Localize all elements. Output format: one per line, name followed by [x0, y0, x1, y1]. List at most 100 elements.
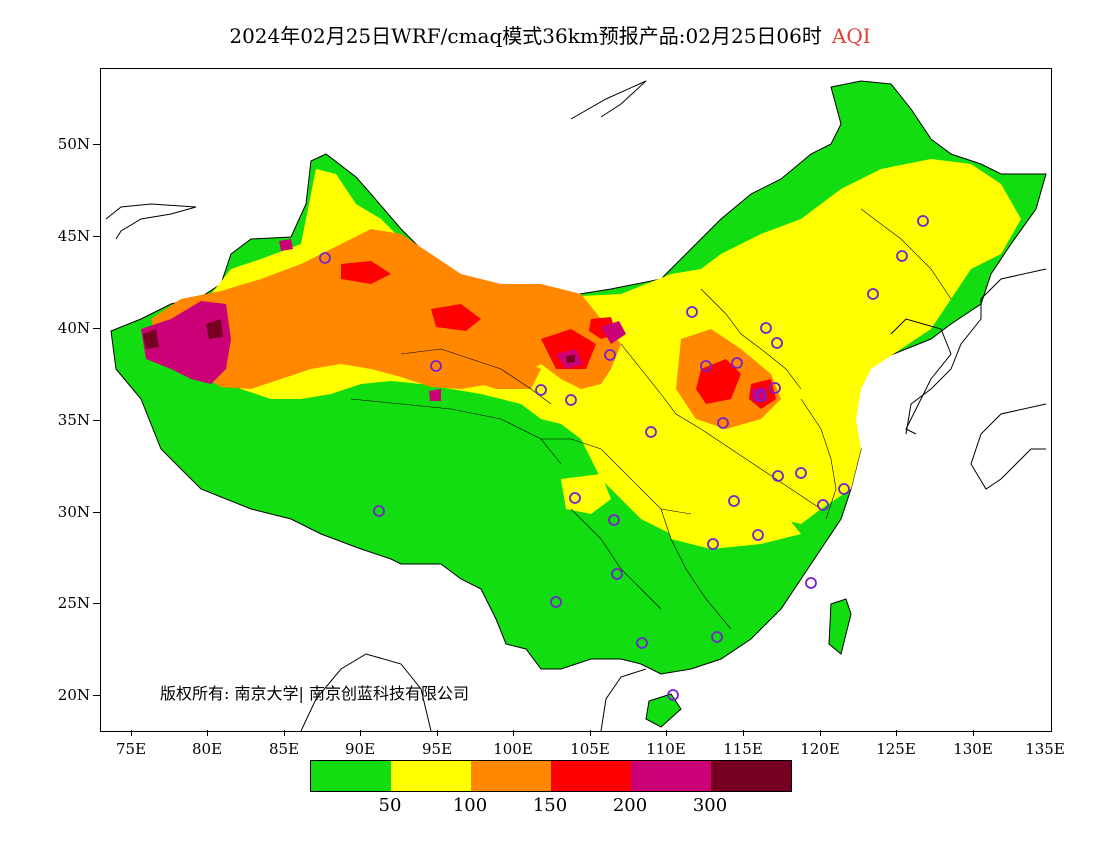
- lon-label-125e: 125E: [876, 740, 916, 758]
- lat-label-30n: 30N: [57, 503, 90, 521]
- region-very-unhealthy-urumqi: [279, 239, 293, 251]
- map-frame: [100, 68, 1052, 732]
- legend-swatch-good: [311, 761, 391, 791]
- lon-label-135e: 135E: [1025, 740, 1065, 758]
- coastline-japan: [970, 403, 1047, 490]
- legend-label-50: 50: [378, 795, 402, 816]
- legend-label-150: 150: [532, 795, 568, 816]
- region-hazardous-lz: [566, 355, 575, 363]
- lat-tick: [93, 695, 100, 696]
- aqi-map: [105, 80, 1047, 731]
- coastline-northeast: [905, 268, 1047, 435]
- station-marker: [430, 360, 442, 372]
- station-marker: [711, 631, 723, 643]
- station-marker: [550, 596, 562, 608]
- lon-tick: [437, 730, 438, 736]
- lat-label-25n: 25N: [57, 594, 90, 612]
- station-marker: [795, 467, 807, 479]
- coastline-north: [570, 80, 647, 120]
- copyright-text: 版权所有: 南京大学| 南京创蓝科技有限公司: [160, 684, 469, 703]
- title-text: 2024年02月25日WRF/cmaq模式36km预报产品:02月25日06时: [229, 24, 822, 48]
- taiwan: [828, 598, 852, 655]
- legend-label-300: 300: [692, 795, 728, 816]
- station-marker: [817, 499, 829, 511]
- station-marker: [707, 538, 719, 550]
- aqi-legend: [310, 760, 792, 792]
- lon-label-75e: 75E: [115, 740, 147, 758]
- legend-swatch-very-unhealthy: [631, 761, 711, 791]
- region-very-unhealthy-qinghai: [429, 389, 441, 401]
- station-marker: [760, 322, 772, 334]
- station-marker: [731, 357, 743, 369]
- lon-tick: [590, 730, 591, 736]
- lat-tick: [93, 236, 100, 237]
- lon-tick: [666, 730, 667, 736]
- station-markers: [319, 215, 929, 701]
- lon-label-130e: 130E: [953, 740, 993, 758]
- station-marker: [569, 492, 581, 504]
- station-marker: [867, 288, 879, 300]
- lon-tick: [284, 730, 285, 736]
- lat-label-20n: 20N: [57, 686, 90, 704]
- region-sensitive-west: [151, 229, 621, 389]
- station-marker: [717, 417, 729, 429]
- station-marker: [535, 384, 547, 396]
- legend-label-200: 200: [612, 795, 648, 816]
- lat-label-45n: 45N: [57, 227, 90, 245]
- station-marker: [636, 637, 648, 649]
- station-marker: [667, 689, 679, 701]
- station-marker: [728, 495, 740, 507]
- lon-label-80e: 80E: [191, 740, 223, 758]
- region-very-unhealthy-ym: [601, 321, 626, 344]
- station-marker: [805, 577, 817, 589]
- station-marker: [838, 483, 850, 495]
- lon-label-85e: 85E: [268, 740, 300, 758]
- lon-tick: [973, 730, 974, 736]
- lat-label-50n: 50N: [57, 135, 90, 153]
- region-hazardous-kashgar-2: [143, 329, 159, 349]
- region-very-unhealthy-kashgar: [141, 301, 231, 384]
- station-marker: [373, 505, 385, 517]
- coastline-west: [105, 203, 197, 240]
- lat-tick: [93, 420, 100, 421]
- lat-tick: [93, 603, 100, 604]
- lon-label-90e: 90E: [344, 740, 376, 758]
- station-marker: [604, 349, 616, 361]
- title-aqi-label: AQI: [831, 24, 871, 48]
- station-marker: [772, 470, 784, 482]
- legend-swatch-unhealthy: [551, 761, 631, 791]
- lon-tick: [743, 730, 744, 736]
- station-marker: [752, 529, 764, 541]
- station-marker: [917, 215, 929, 227]
- lat-label-40n: 40N: [57, 319, 90, 337]
- lon-label-105e: 105E: [570, 740, 610, 758]
- station-marker: [700, 360, 712, 372]
- legend-label-100: 100: [452, 795, 488, 816]
- region-unhealthy-3: [541, 329, 596, 369]
- station-marker: [565, 394, 577, 406]
- station-marker: [771, 337, 783, 349]
- lon-label-110e: 110E: [646, 740, 686, 758]
- lon-tick: [360, 730, 361, 736]
- lon-label-95e: 95E: [421, 740, 453, 758]
- station-marker: [769, 382, 781, 394]
- region-unhealthy-6: [341, 261, 391, 284]
- region-hazardous-kashgar: [206, 319, 223, 339]
- lon-label-115e: 115E: [723, 740, 763, 758]
- lat-tick: [93, 328, 100, 329]
- station-marker: [896, 250, 908, 262]
- province-borders: [350, 208, 952, 630]
- lat-tick: [93, 144, 100, 145]
- station-marker: [755, 390, 767, 402]
- station-marker: [645, 426, 657, 438]
- lon-label-100e: 100E: [493, 740, 533, 758]
- lon-tick: [131, 730, 132, 736]
- legend-swatch-moderate: [391, 761, 471, 791]
- lon-tick: [820, 730, 821, 736]
- coastline-korea: [890, 318, 952, 435]
- map-title: 2024年02月25日WRF/cmaq模式36km预报产品:02月25日06时 A…: [0, 20, 1100, 49]
- lon-tick: [207, 730, 208, 736]
- legend-swatch-sensitive: [471, 761, 551, 791]
- region-moderate-south: [661, 499, 801, 549]
- station-marker: [611, 568, 623, 580]
